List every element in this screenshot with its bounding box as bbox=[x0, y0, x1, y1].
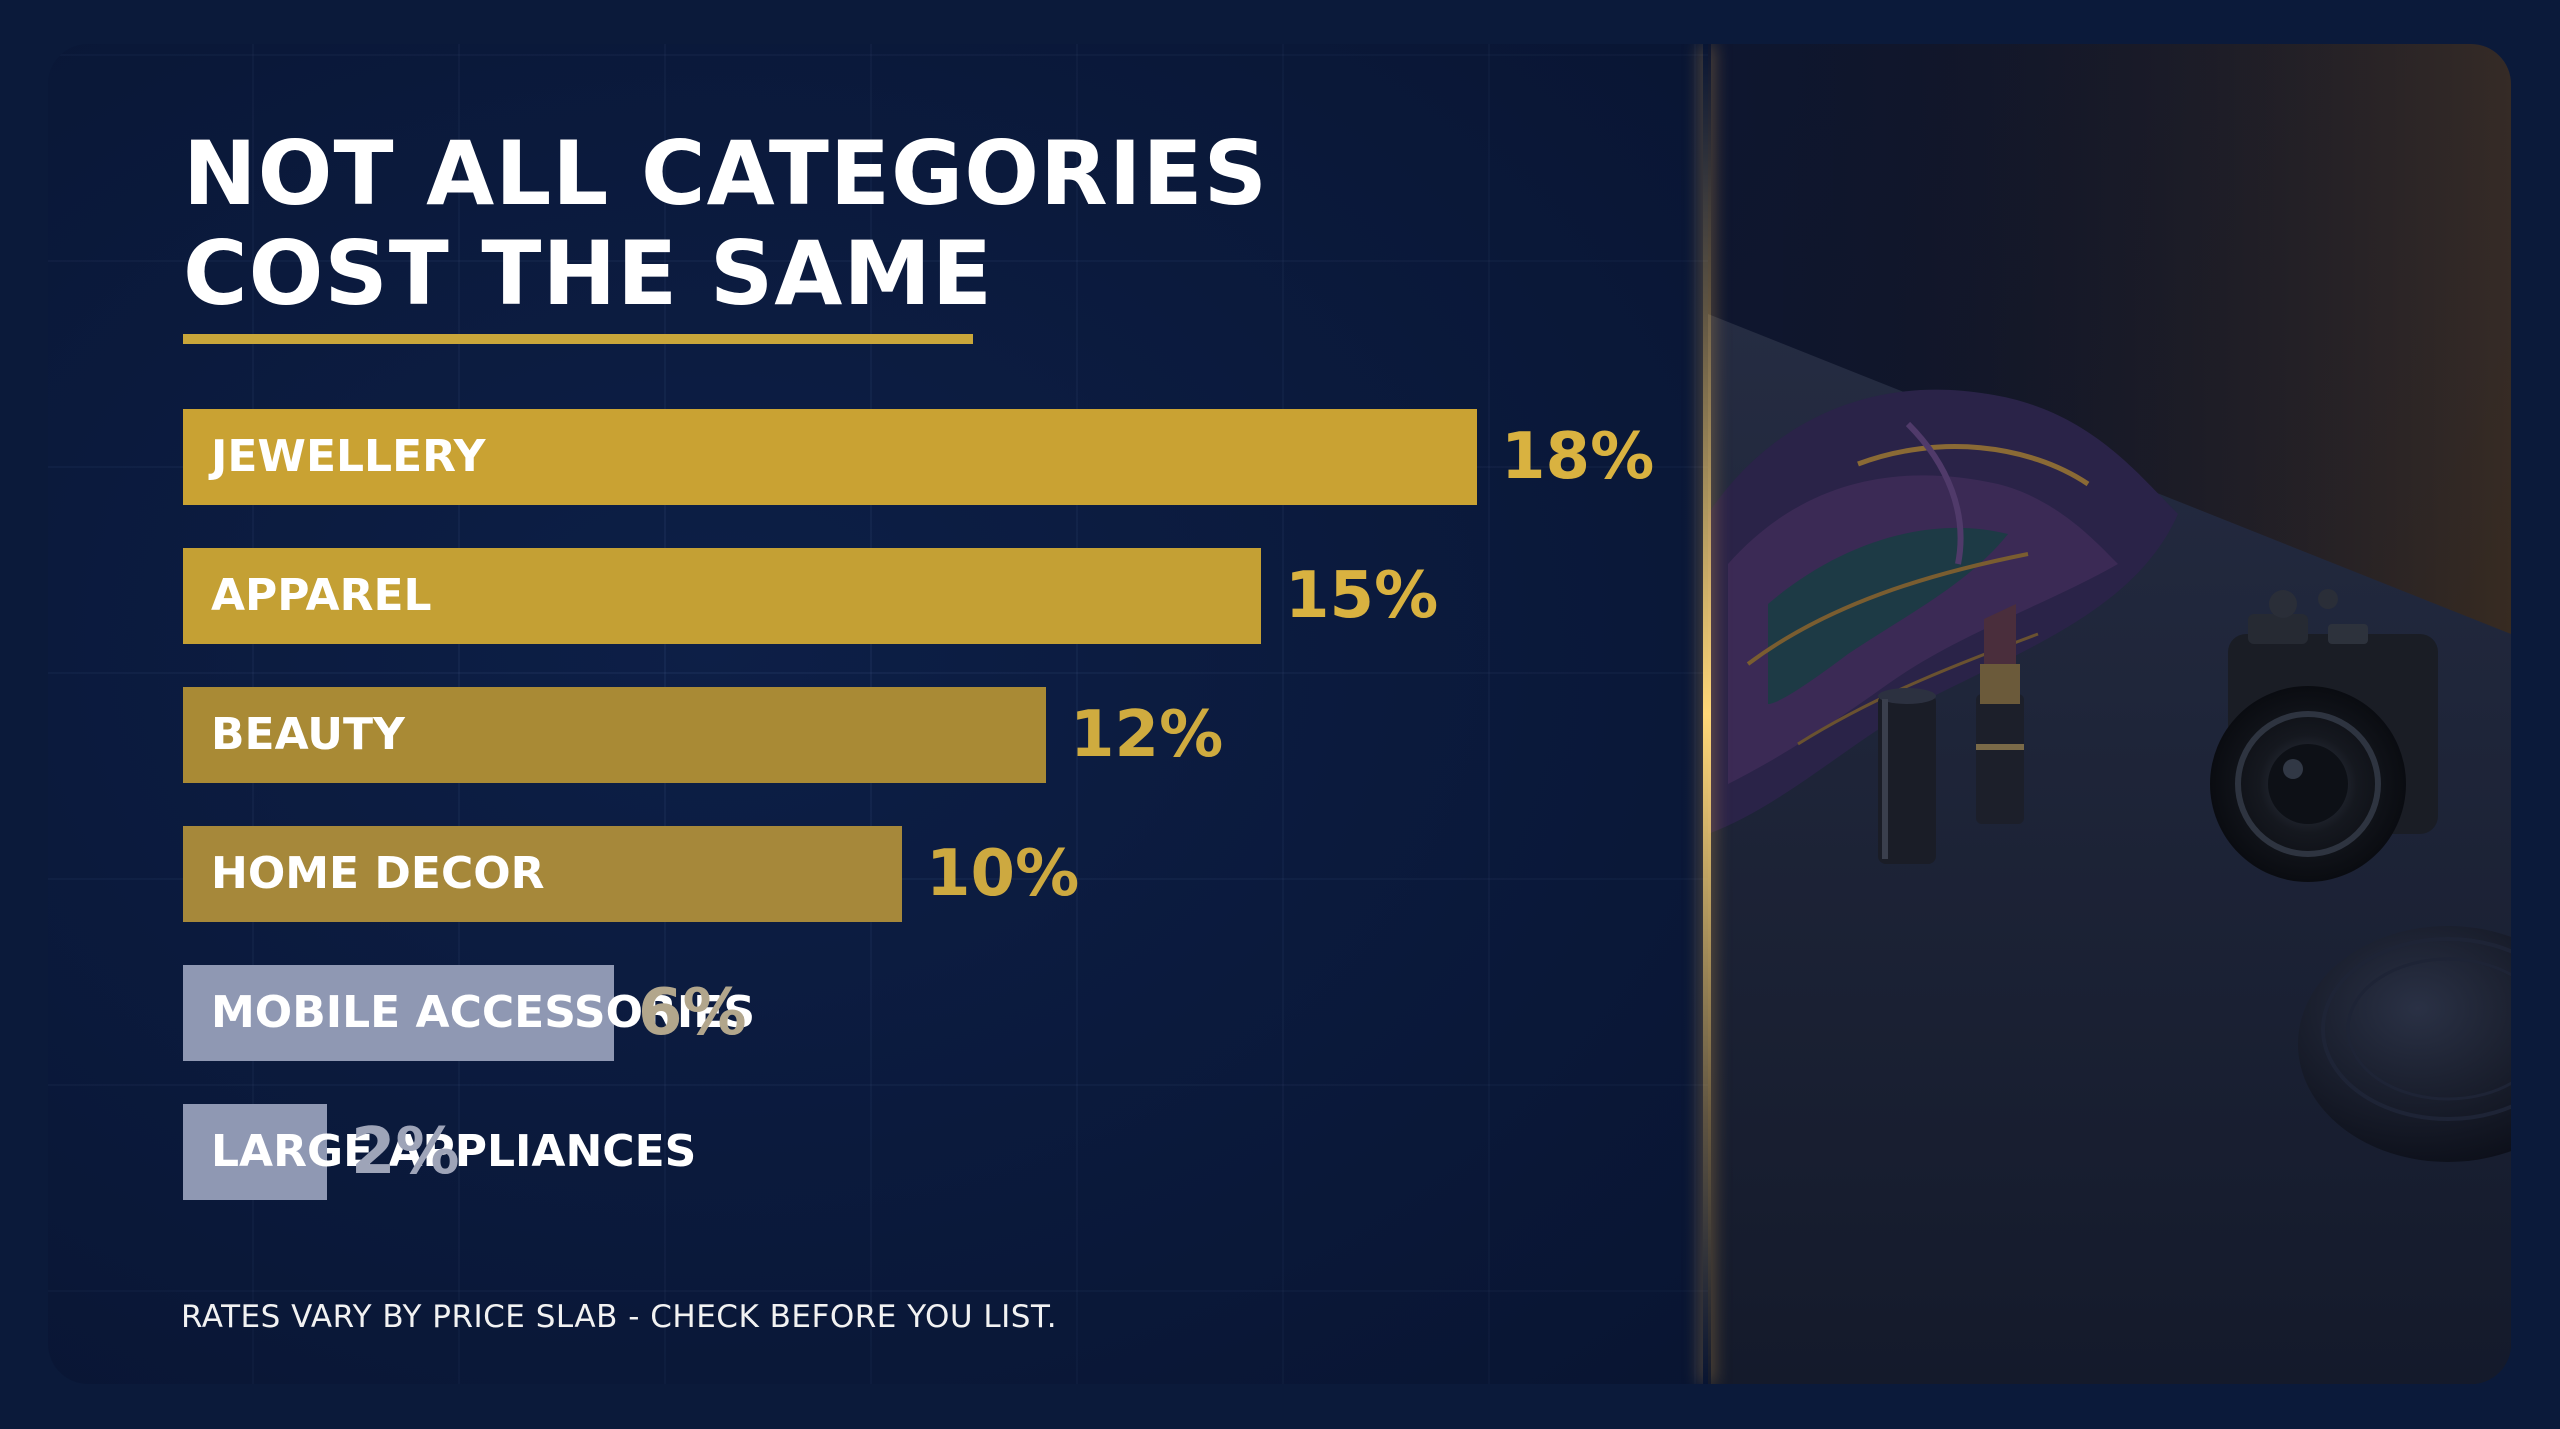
bar-apparel: APPAREL bbox=[183, 548, 1261, 644]
bar-value-label: 2% bbox=[351, 1115, 460, 1189]
title-underline bbox=[183, 334, 973, 344]
bar-label: JEWELLERY bbox=[211, 431, 486, 482]
bar-jewellery: JEWELLERY bbox=[183, 409, 1477, 505]
bar-value-label: 6% bbox=[638, 976, 747, 1050]
bar-label: APPAREL bbox=[211, 570, 432, 621]
lipstick bbox=[1976, 604, 2024, 824]
bluetooth-speaker bbox=[2298, 926, 2511, 1162]
footnote: RATES VARY BY PRICE SLAB - CHECK BEFORE … bbox=[181, 1299, 1058, 1335]
camera bbox=[2210, 589, 2438, 882]
bar-value-label: 18% bbox=[1501, 420, 1655, 494]
bar-label: HOME DECOR bbox=[211, 848, 545, 899]
bar-home-decor: HOME DECOR bbox=[183, 826, 902, 922]
bar-value-label: 10% bbox=[926, 837, 1080, 911]
lipstick-cap bbox=[1878, 688, 1936, 864]
divider-glow bbox=[1703, 44, 1711, 1384]
bar-large-appliances: LARGE APPLIANCES bbox=[183, 1104, 696, 1200]
product-photo bbox=[1708, 44, 2511, 1384]
bar-value-label: 15% bbox=[1285, 559, 1439, 633]
slide-card: NOT ALL CATEGORIES COST THE SAME JEWELLE… bbox=[48, 44, 2511, 1384]
bar-value-label: 12% bbox=[1070, 698, 1224, 772]
bar-beauty: BEAUTY bbox=[183, 687, 1046, 783]
bar-mobile-accessories: MOBILE ACCESSORIES bbox=[183, 965, 755, 1061]
bar-label: MOBILE ACCESSORIES bbox=[211, 987, 756, 1038]
bar-label: BEAUTY bbox=[211, 709, 405, 760]
product-photo-illustration bbox=[1708, 44, 2511, 1384]
slide-title: NOT ALL CATEGORIES COST THE SAME bbox=[183, 122, 1269, 325]
bar-label: LARGE APPLIANCES bbox=[211, 1126, 697, 1177]
